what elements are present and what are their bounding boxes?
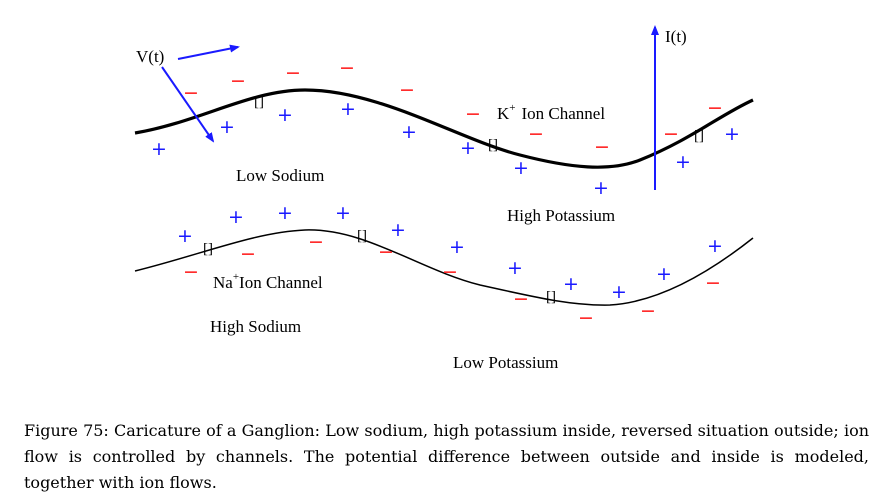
plus-sign: + [611,281,627,303]
minus-sign: − [183,82,199,104]
upper-membrane [134,88,754,169]
minus-sign: − [578,307,594,329]
plus-sign: + [460,137,476,159]
plus-sign: + [401,121,417,143]
plus-sign: + [656,263,672,285]
minus-sign: − [285,62,301,84]
current-label: I(t) [665,27,687,46]
channel-marker: [] [357,228,367,244]
plus-sign: + [219,116,235,138]
ganglion-diagram: V(t) I(t) K+ Ion Channel Na+Ion Channel L… [134,25,754,372]
plus-sign: + [563,273,579,295]
lower-membrane [134,229,754,306]
minus-sign: − [594,136,610,158]
high-potassium-label: High Potassium [507,206,615,225]
plus-sign: + [390,219,406,241]
channel-marker: [] [488,137,498,153]
channel-marker: [] [546,289,556,305]
plus-sign: + [335,202,351,224]
minus-sign: − [442,261,458,283]
plus-sign: + [340,98,356,120]
plus-sign: + [277,104,293,126]
plus-sign: + [177,225,193,247]
minus-sign: − [183,261,199,283]
minus-sign: − [707,97,723,119]
plus-sign: + [593,177,609,199]
plus-sign: + [507,257,523,279]
voltage-label: V(t) [136,47,164,66]
minus-sign: − [399,79,415,101]
low-sodium-label: Low Sodium [236,166,324,185]
minus-sign: − [465,103,481,125]
channel-marker: [] [203,241,213,257]
plus-sign: + [151,138,167,160]
plus-sign: + [707,235,723,257]
minus-sign: − [378,241,394,263]
minus-sign: − [308,231,324,253]
minus-sign: − [230,70,246,92]
minus-sign: − [513,288,529,310]
minus-sign: − [240,243,256,265]
channel-marker: [] [254,94,264,110]
plus-sign: + [277,202,293,224]
plus-sign: + [513,157,529,179]
voltage-arrow-down [161,66,215,143]
minus-sign: − [339,57,355,79]
k-channel-label: K+ Ion Channel [497,102,605,123]
minus-sign: − [640,300,656,322]
plus-sign: + [449,236,465,258]
figure-caption: Figure 75: Caricature of a Ganglion: Low… [24,421,869,492]
minus-sign: − [663,123,679,145]
plus-sign: + [675,151,691,173]
high-sodium-label: High Sodium [210,317,301,336]
voltage-arrow-right [177,44,240,60]
plus-sign: + [724,123,740,145]
channel-marker: [] [694,128,704,144]
minus-sign: − [705,272,721,294]
low-potassium-label: Low Potassium [453,353,558,372]
na-channel-label: Na+Ion Channel [213,271,323,292]
minus-sign: − [528,123,544,145]
plus-sign: + [228,206,244,228]
